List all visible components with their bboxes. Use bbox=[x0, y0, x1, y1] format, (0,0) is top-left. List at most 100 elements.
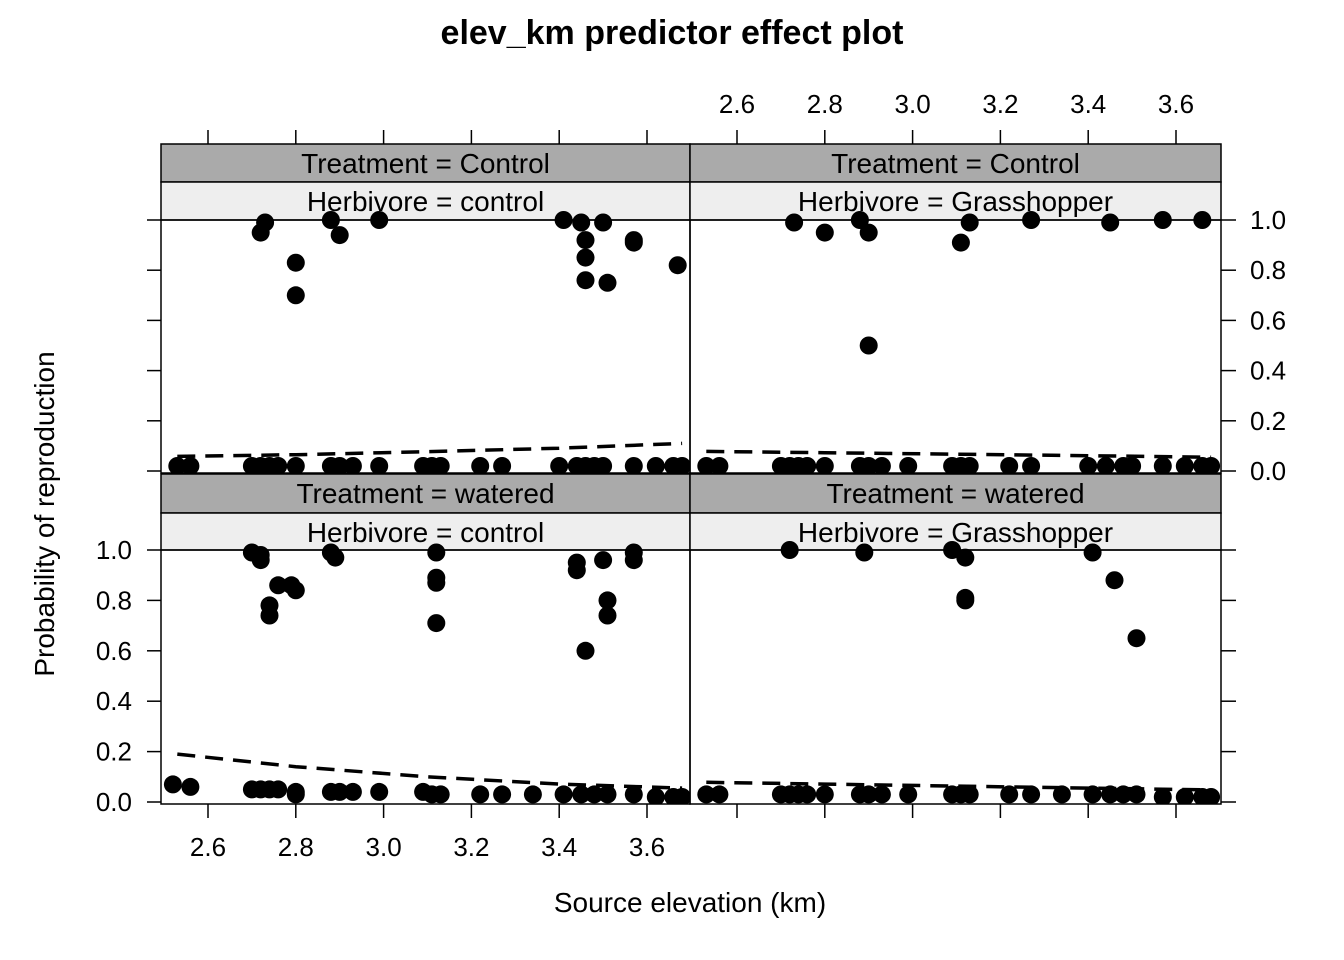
data-point bbox=[1000, 785, 1019, 804]
data-point bbox=[260, 606, 279, 625]
strip-treatment-label: Treatment = Control bbox=[831, 148, 1080, 179]
data-point bbox=[1202, 457, 1221, 473]
data-point bbox=[872, 785, 891, 804]
data-point bbox=[431, 457, 450, 473]
data-point bbox=[1123, 457, 1142, 473]
data-points bbox=[697, 541, 1221, 804]
data-point bbox=[710, 785, 729, 804]
data-point bbox=[899, 785, 918, 804]
data-point bbox=[330, 226, 349, 245]
data-point bbox=[859, 336, 878, 355]
y-tick-label: 0.4 bbox=[1250, 356, 1286, 386]
data-point bbox=[872, 457, 891, 473]
x-tick-label: 2.6 bbox=[190, 832, 226, 862]
data-point bbox=[594, 213, 613, 232]
y-tick-label: 0.2 bbox=[1250, 406, 1286, 436]
data-point bbox=[697, 457, 716, 473]
x-tick-label: 2.6 bbox=[719, 89, 755, 119]
data-point bbox=[286, 785, 305, 804]
x-tick-label: 3.2 bbox=[453, 832, 489, 862]
strip-treatment-label: Treatment = Control bbox=[301, 148, 550, 179]
data-point bbox=[1079, 457, 1098, 473]
strip-treatment bbox=[160, 473, 691, 514]
y-tick-label: 1.0 bbox=[1250, 205, 1286, 235]
data-point bbox=[960, 457, 979, 473]
data-point bbox=[815, 223, 834, 242]
data-point bbox=[624, 457, 643, 473]
data-point bbox=[576, 641, 595, 660]
data-point bbox=[163, 775, 182, 794]
data-point bbox=[956, 591, 975, 610]
data-point bbox=[493, 785, 512, 804]
y-axis-label: Probability of reproduction bbox=[29, 351, 60, 676]
fitted-curve bbox=[177, 441, 683, 459]
data-point bbox=[855, 543, 874, 562]
strip-treatment-label: Treatment = watered bbox=[296, 478, 554, 509]
data-point bbox=[330, 457, 349, 473]
data-point bbox=[181, 777, 200, 796]
data-point bbox=[899, 457, 918, 473]
data-point bbox=[859, 785, 878, 804]
data-point bbox=[1083, 785, 1102, 804]
data-point bbox=[1101, 785, 1120, 804]
data-point bbox=[572, 213, 591, 232]
data-point bbox=[370, 782, 389, 801]
panel-grid: Treatment = Control Herbivore = control Tr… bbox=[96, 89, 1286, 862]
data-point bbox=[668, 256, 687, 275]
data-point bbox=[1175, 457, 1194, 473]
data-point bbox=[431, 785, 450, 804]
data-point bbox=[286, 253, 305, 272]
data-point bbox=[330, 782, 349, 801]
data-point bbox=[710, 457, 729, 473]
data-point bbox=[523, 785, 542, 804]
data-point bbox=[798, 457, 817, 473]
y-tick-label: 0.0 bbox=[1250, 456, 1286, 486]
data-point bbox=[1202, 788, 1221, 804]
strip-treatment-label: Treatment = watered bbox=[826, 478, 1084, 509]
data-point bbox=[598, 785, 617, 804]
data-point bbox=[673, 788, 690, 804]
data-point bbox=[286, 581, 305, 600]
data-point bbox=[286, 286, 305, 305]
data-point bbox=[1083, 543, 1102, 562]
panel-frame bbox=[689, 549, 1222, 805]
data-point bbox=[1175, 788, 1194, 804]
y-tick-label: 0.4 bbox=[96, 686, 132, 716]
x-tick-label: 3.4 bbox=[1070, 89, 1106, 119]
data-point bbox=[256, 213, 275, 232]
panel-frame bbox=[689, 219, 1222, 474]
data-point bbox=[624, 785, 643, 804]
data-point bbox=[576, 271, 595, 290]
data-point bbox=[1105, 571, 1124, 590]
data-point bbox=[594, 457, 613, 473]
data-point bbox=[859, 223, 878, 242]
data-point bbox=[697, 785, 716, 804]
x-axis-label: Source elevation (km) bbox=[554, 887, 826, 918]
data-points bbox=[163, 543, 690, 804]
data-point bbox=[815, 457, 834, 473]
data-point bbox=[960, 213, 979, 232]
data-point bbox=[1127, 785, 1146, 804]
y-tick-label: 0.6 bbox=[96, 636, 132, 666]
data-point bbox=[598, 591, 617, 610]
y-tick-label: 0.0 bbox=[96, 787, 132, 817]
data-point bbox=[343, 457, 362, 473]
x-tick-label: 3.6 bbox=[629, 832, 665, 862]
strip-herbivore-label: Herbivore = Grasshopper bbox=[798, 186, 1113, 217]
data-point bbox=[1114, 785, 1133, 804]
data-point bbox=[1000, 457, 1019, 473]
data-point bbox=[1127, 629, 1146, 648]
x-tick-label: 3.2 bbox=[982, 89, 1018, 119]
data-point bbox=[427, 573, 446, 592]
data-point bbox=[572, 785, 591, 804]
data-point bbox=[576, 231, 595, 250]
data-point bbox=[471, 457, 490, 473]
data-point bbox=[471, 785, 490, 804]
data-point bbox=[1022, 457, 1041, 473]
fitted-curve bbox=[706, 449, 1212, 459]
y-tick-label: 0.8 bbox=[96, 585, 132, 615]
x-tick-label: 3.6 bbox=[1158, 89, 1194, 119]
data-point bbox=[585, 785, 604, 804]
strip-herbivore-label: Herbivore = control bbox=[307, 517, 544, 548]
